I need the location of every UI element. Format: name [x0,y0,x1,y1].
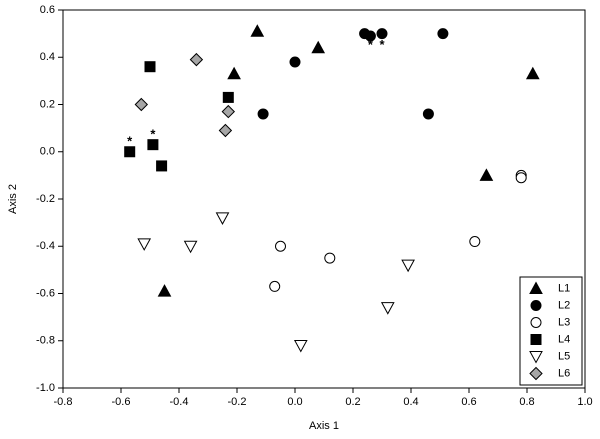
x-tick-label: -0.6 [112,396,131,408]
legend-box [519,276,583,386]
point [218,123,233,138]
point [422,108,434,120]
x-tick-label: 0.0 [287,396,302,408]
point [289,56,301,68]
x-axis-title: Axis 1 [309,420,339,432]
point [293,339,308,353]
point [227,66,241,80]
point [437,28,449,40]
y-tick-label: 0.2 [40,98,55,110]
point [257,108,269,120]
point [525,66,540,80]
x-tick-label: 0.4 [403,396,418,408]
y-tick-label: 0.6 [40,4,55,16]
x-tick-label: 1.0 [577,396,592,408]
point [134,97,149,112]
point [380,302,395,315]
legend-marker [530,300,542,311]
point [515,172,527,184]
x-tick-label: 0.2 [345,396,360,408]
y-tick-label: -0.4 [36,240,55,252]
point [215,212,230,225]
point [376,28,388,40]
point [311,40,326,54]
legend-marker [529,366,543,381]
point [275,240,286,252]
point [183,240,198,254]
legend-marker [530,317,542,328]
point [324,252,336,264]
point [269,280,281,292]
point [144,61,156,73]
point [124,146,136,158]
legend-label: L1 [558,282,570,294]
point [364,30,376,42]
point [221,104,236,119]
y-tick-label: 0.4 [40,51,55,63]
plot-frame [62,9,586,389]
annotation: * [379,37,385,52]
annotation: * [368,37,374,52]
x-tick-label: -0.8 [54,396,73,408]
point [137,238,152,251]
point [156,160,168,172]
point [189,52,204,67]
legend-marker [529,351,543,364]
legend-label: L6 [558,367,570,379]
point [222,91,234,103]
point [147,139,159,151]
point [479,168,494,181]
legend-marker [529,281,543,294]
y-tick-label: -0.2 [36,193,55,205]
x-tick-label: 0.6 [461,396,476,408]
legend-marker [530,334,542,345]
y-axis-title: Axis 2 [7,184,19,214]
x-tick-label: -0.4 [170,396,189,408]
point [250,24,265,37]
point [157,284,172,297]
legend-label: L3 [558,316,570,328]
x-tick-label: 0.8 [519,396,534,408]
point [469,236,481,248]
legend-label: L4 [558,333,570,345]
annotation: * [150,127,156,142]
point [401,259,415,273]
x-tick-label: -0.2 [228,396,247,408]
y-tick-label: 0.0 [40,146,55,158]
y-tick-label: -0.6 [36,287,55,299]
legend-label: L2 [558,299,570,311]
y-tick-label: -1.0 [36,382,55,394]
legend-label: L5 [558,350,570,362]
annotation: * [127,134,133,149]
y-tick-label: -0.8 [36,335,55,347]
